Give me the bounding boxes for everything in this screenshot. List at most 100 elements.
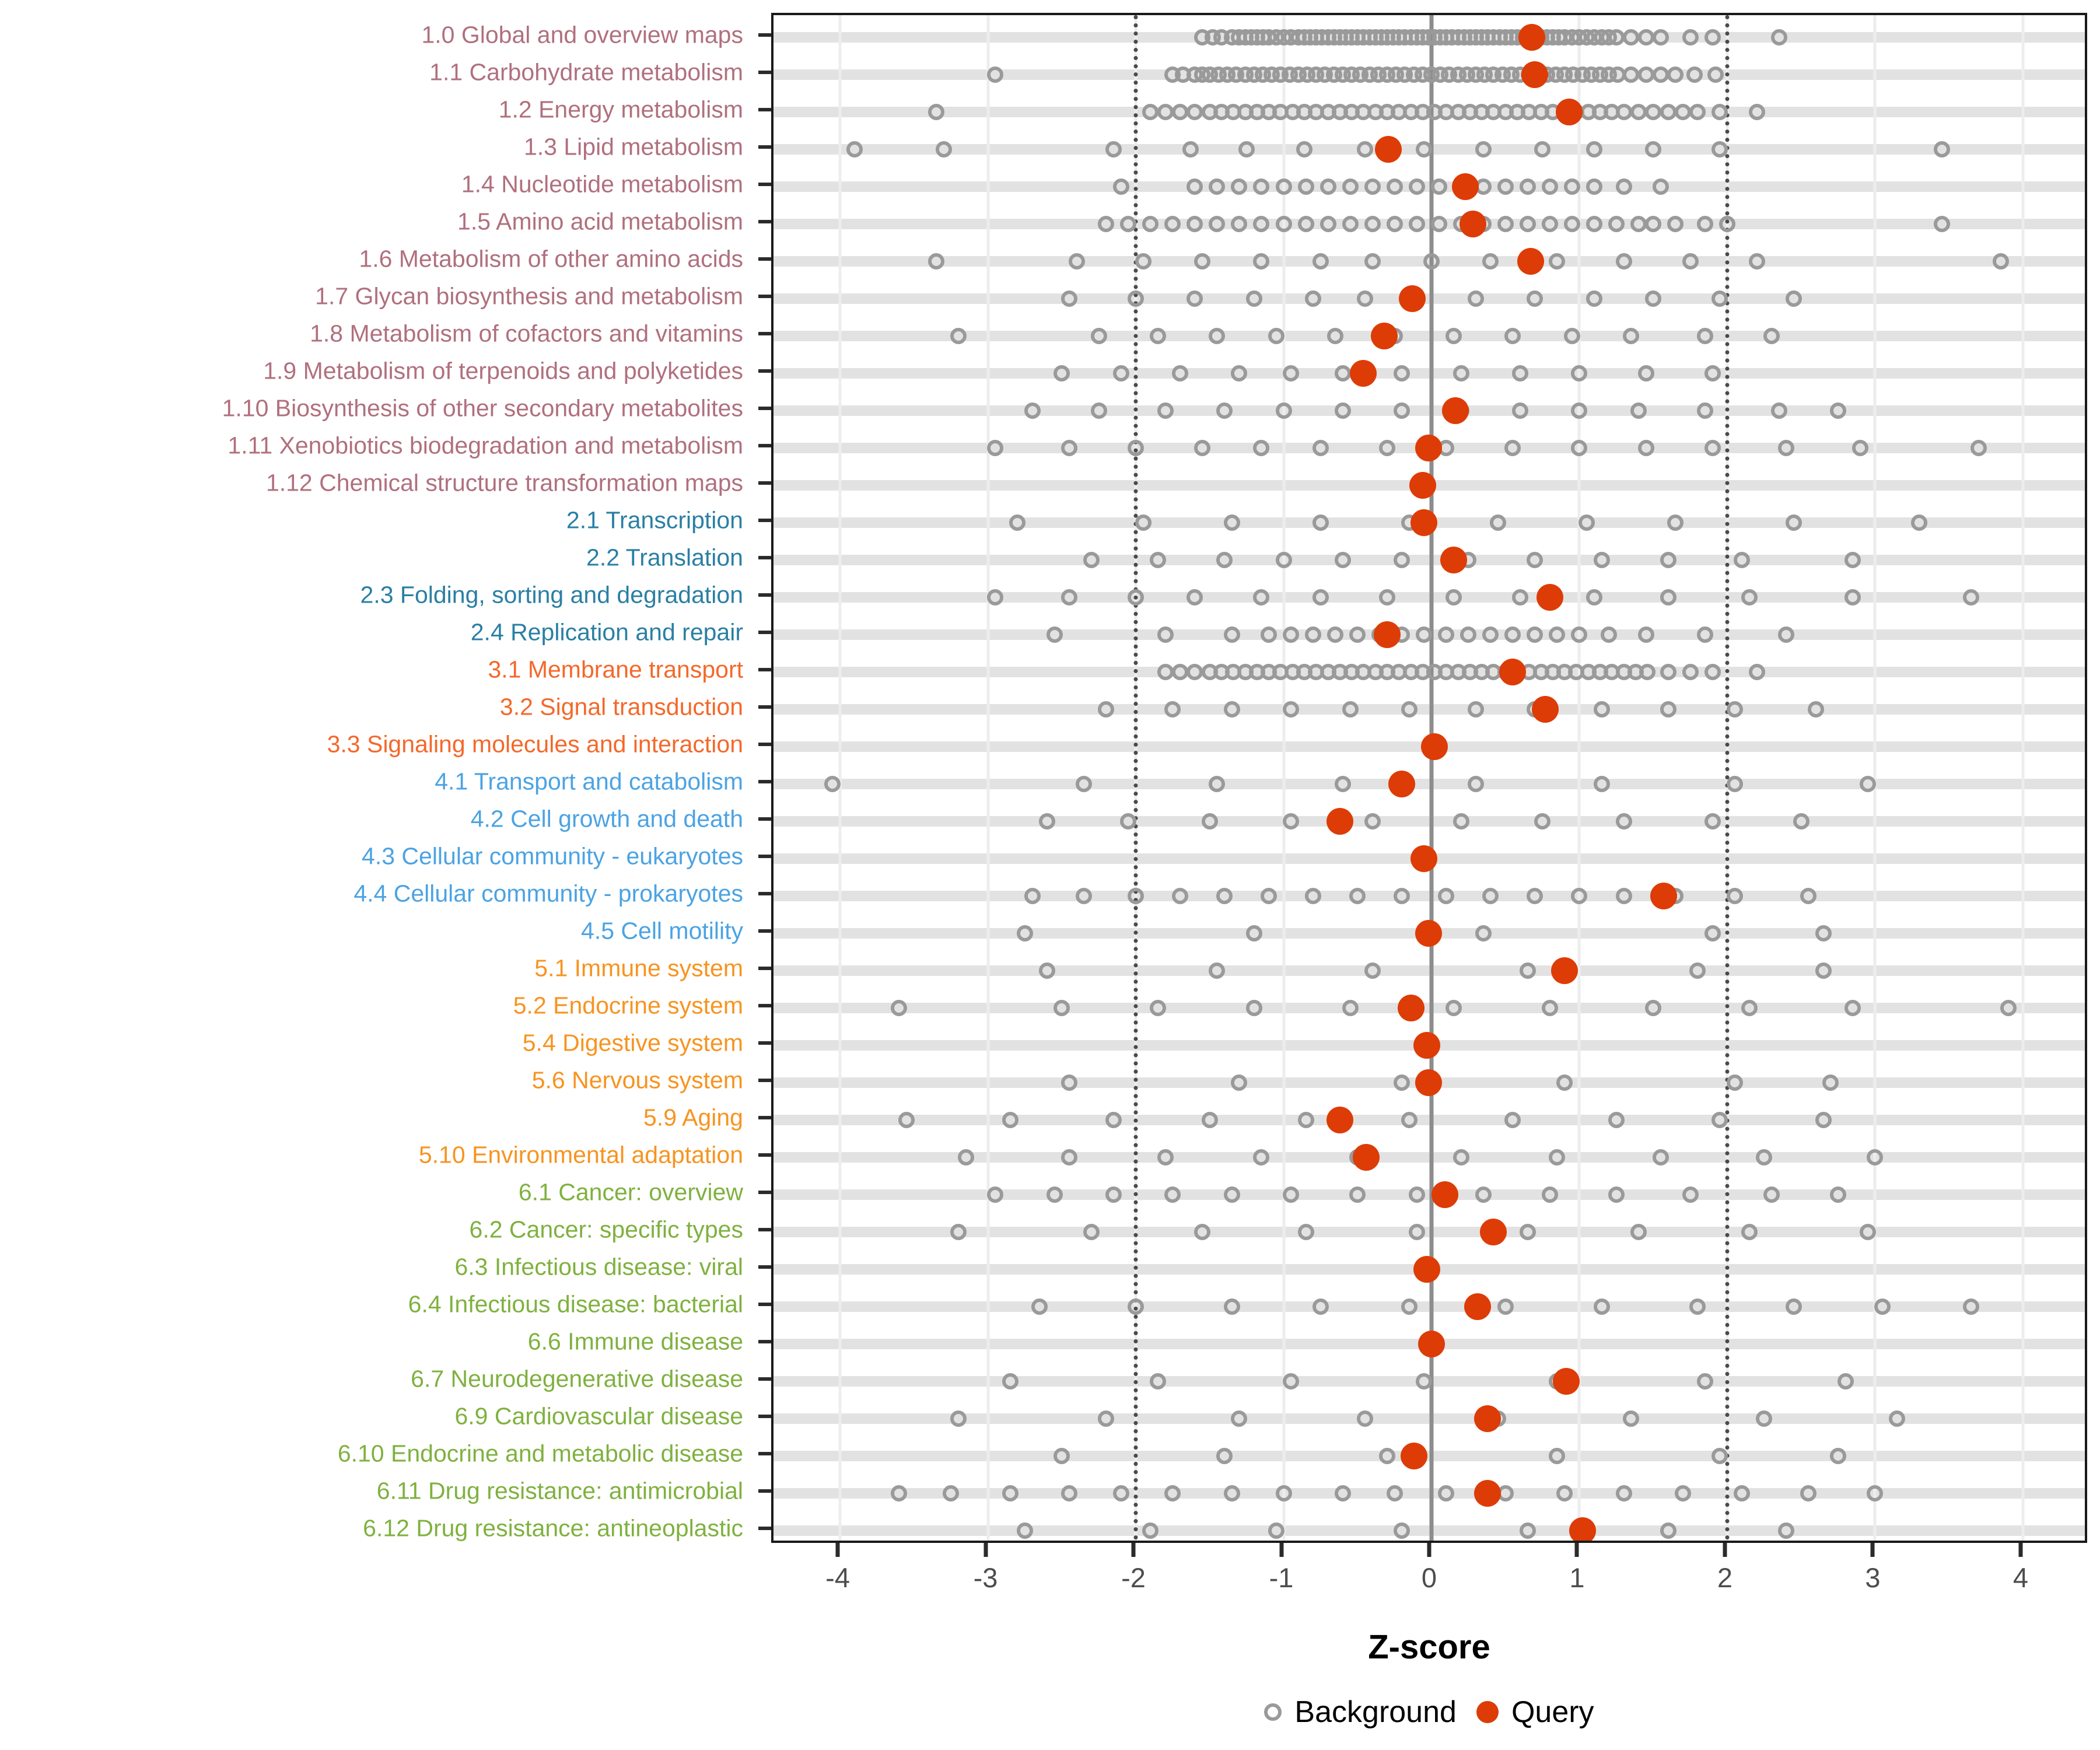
- category-label: 6.10 Endocrine and metabolic disease: [337, 1440, 743, 1467]
- background-point: [1046, 1186, 1063, 1203]
- background-point: [1630, 1224, 1647, 1240]
- background-point: [1054, 1448, 1070, 1464]
- background-point: [1150, 1373, 1167, 1390]
- background-point: [1786, 1298, 1803, 1315]
- y-axis-tick: [758, 967, 771, 970]
- background-point: [1645, 1000, 1662, 1016]
- background-point: [1416, 141, 1433, 158]
- background-point: [1157, 1149, 1174, 1166]
- background-point: [1756, 1410, 1773, 1427]
- legend-item-background[interactable]: Background: [1264, 1695, 1457, 1730]
- y-axis-tick: [758, 668, 771, 671]
- background-point: [1135, 514, 1152, 531]
- query-point: [1569, 1517, 1596, 1541]
- y-axis-tick: [758, 1191, 771, 1194]
- background-point: [1475, 925, 1492, 942]
- background-point: [1164, 1485, 1181, 1502]
- background-point: [1083, 1224, 1100, 1240]
- y-axis-tick: [758, 1340, 771, 1343]
- background-point: [1468, 290, 1485, 307]
- background-point: [1334, 365, 1351, 382]
- category-label: 6.2 Cancer: specific types: [469, 1216, 743, 1243]
- background-point: [1933, 216, 1950, 232]
- background-point: [1586, 589, 1602, 606]
- query-point: [1388, 771, 1416, 797]
- background-point: [1186, 589, 1203, 606]
- y-axis-tick: [758, 705, 771, 709]
- background-point: [1778, 1522, 1795, 1539]
- x-axis-tick-label: -1: [1269, 1562, 1294, 1593]
- background-point: [1386, 178, 1403, 195]
- y-axis-tick: [758, 855, 771, 858]
- background-point: [1689, 963, 1706, 979]
- query-point: [1415, 920, 1442, 947]
- y-axis-tick: [758, 1116, 771, 1119]
- y-axis-tick: [758, 817, 771, 821]
- background-point: [1142, 104, 1159, 120]
- x-gridline: [986, 15, 990, 1541]
- x-axis-tick-label: -4: [825, 1562, 850, 1593]
- query-point: [1415, 435, 1442, 461]
- legend-item-query[interactable]: Query: [1476, 1695, 1594, 1730]
- background-point: [1608, 1112, 1625, 1128]
- background-point: [1297, 1224, 1314, 1240]
- background-point: [1497, 178, 1514, 195]
- x-axis-tick: [1427, 1543, 1432, 1557]
- background-point: [1231, 1410, 1248, 1427]
- background-point: [1305, 290, 1322, 307]
- background-point: [1726, 701, 1743, 718]
- background-point: [1128, 888, 1144, 904]
- background-point: [1726, 776, 1743, 792]
- x-axis-tick: [1723, 1543, 1727, 1557]
- background-point: [1748, 104, 1765, 120]
- category-label: 1.5 Amino acid metabolism: [457, 208, 743, 235]
- background-point: [1046, 626, 1063, 643]
- background-point: [1430, 178, 1447, 195]
- category-label: 1.11 Xenobiotics biodegradation and meta…: [228, 432, 743, 459]
- background-point: [1859, 1224, 1876, 1240]
- background-point: [1209, 776, 1226, 792]
- y-axis-tick: [758, 1153, 771, 1157]
- background-point: [1446, 589, 1462, 606]
- category-row-band: [774, 368, 2085, 379]
- y-axis-tick: [758, 481, 771, 485]
- y-axis-tick: [758, 780, 771, 783]
- background-point: [1696, 216, 1713, 232]
- background-point: [1800, 888, 1817, 904]
- background-point: [1527, 290, 1544, 307]
- background-point: [1238, 141, 1255, 158]
- background-point: [1283, 1186, 1300, 1203]
- background-point: [1401, 701, 1418, 718]
- background-point: [1778, 626, 1795, 643]
- background-point: [1216, 552, 1233, 568]
- background-point: [1142, 216, 1159, 232]
- background-point: [1002, 1112, 1019, 1128]
- background-point: [1194, 440, 1211, 456]
- background-point-icon: [1264, 1703, 1282, 1721]
- background-point: [1652, 66, 1669, 83]
- background-point: [1394, 552, 1410, 568]
- background-point: [1150, 552, 1167, 568]
- background-point: [1519, 216, 1536, 232]
- background-point: [1378, 1448, 1395, 1464]
- background-point: [1157, 402, 1174, 419]
- query-point: [1431, 1181, 1458, 1208]
- x-axis-tick: [2018, 1543, 2023, 1557]
- background-point: [1009, 514, 1026, 531]
- background-point: [1630, 216, 1647, 232]
- background-point: [1076, 776, 1093, 792]
- background-point: [1571, 888, 1588, 904]
- y-axis-tick: [758, 1079, 771, 1082]
- query-point: [1375, 136, 1402, 163]
- background-point: [1541, 216, 1558, 232]
- background-point: [1874, 1298, 1891, 1315]
- background-point: [1172, 664, 1189, 680]
- background-point: [1186, 290, 1203, 307]
- background-point: [1867, 1149, 1884, 1166]
- background-point: [1297, 216, 1314, 232]
- background-point: [1261, 626, 1278, 643]
- background-point: [1704, 664, 1721, 680]
- background-point: [1364, 813, 1381, 830]
- background-point: [1637, 66, 1654, 83]
- background-point: [1031, 1298, 1048, 1315]
